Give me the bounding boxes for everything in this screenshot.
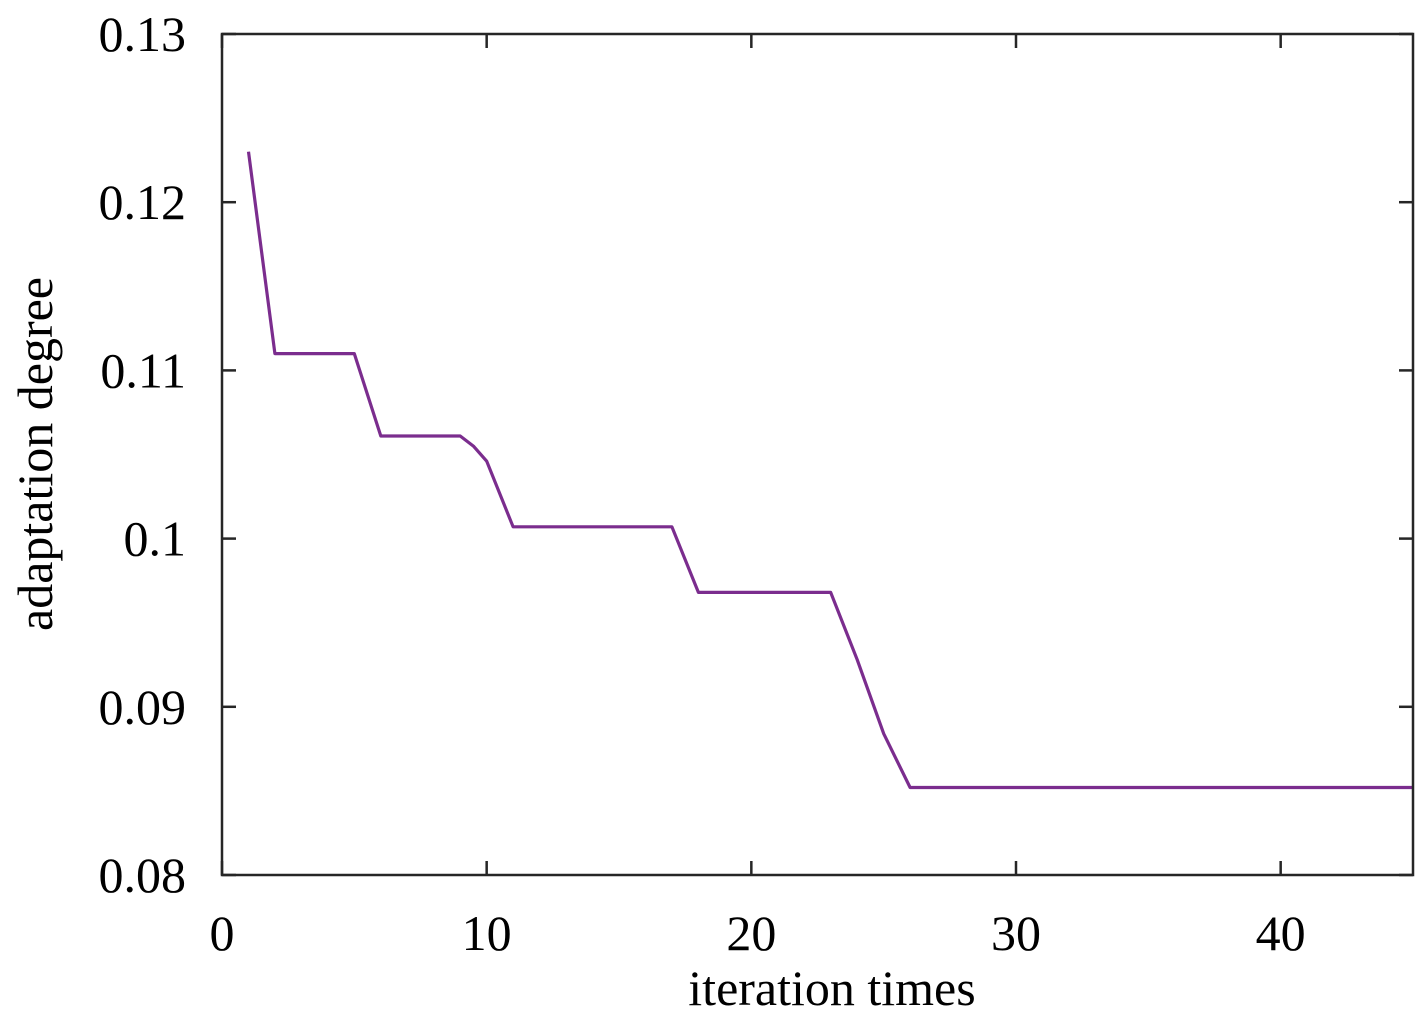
x-tick-label: 20 [726,905,776,961]
series-lines [246,151,1413,790]
y-tick-label: 0.09 [99,679,187,735]
y-axis-ticks: 0.08 0.09 0.1 0.11 0.12 0.13 [99,6,1413,903]
y-tick-label: 0.08 [99,847,187,903]
series-line [246,151,1413,790]
x-tick-label: 10 [462,905,512,961]
x-tick-label: 0 [210,905,235,961]
plot-frame [220,32,1415,877]
x-axis-title: iteration times [688,960,975,1016]
y-tick-label: 0.1 [124,511,187,567]
x-tick-label: 40 [1256,905,1306,961]
x-axis-ticks: 0 10 20 30 40 [210,34,1306,961]
y-tick-label: 0.11 [100,342,186,398]
y-tick-label: 0.13 [99,6,187,62]
y-tick-label: 0.12 [99,174,187,230]
y-axis-title: adaptation degree [7,277,63,631]
x-tick-label: 30 [991,905,1041,961]
